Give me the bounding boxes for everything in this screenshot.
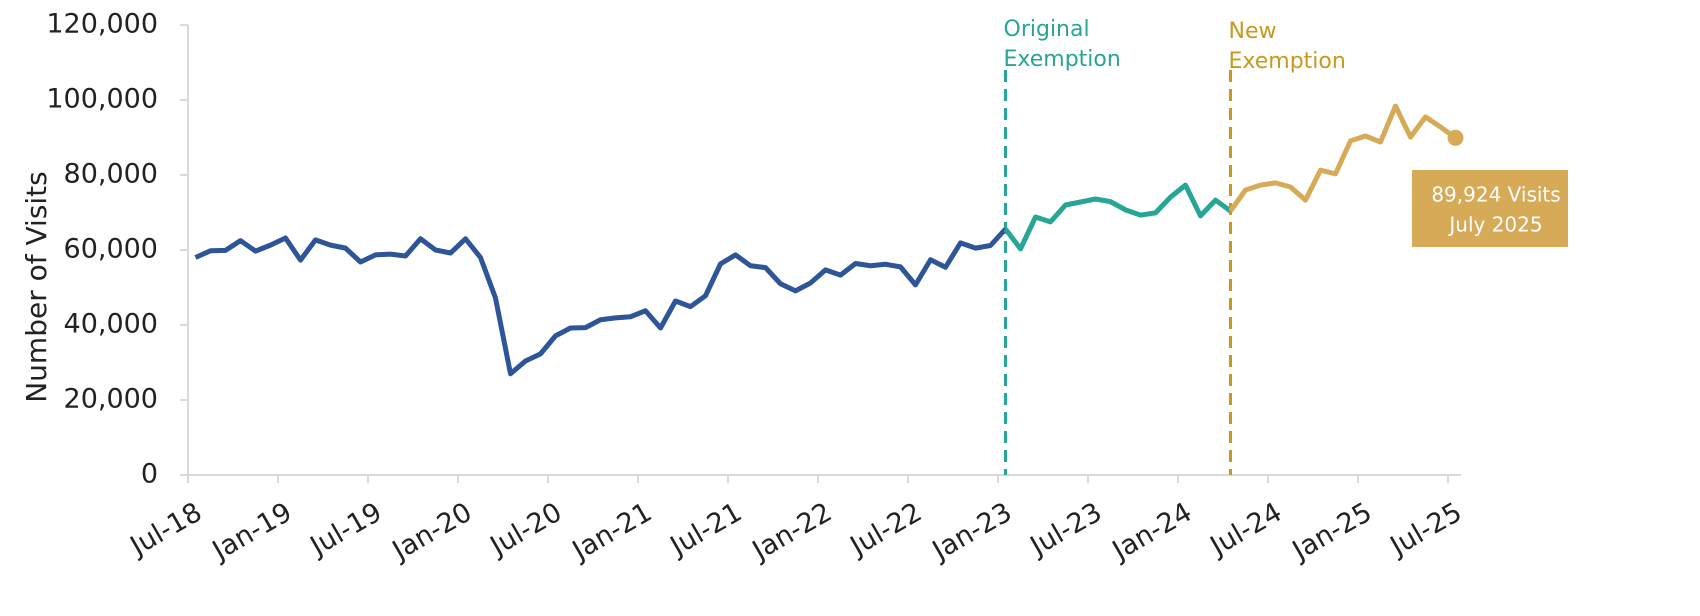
end-point xyxy=(1447,129,1464,146)
y-tick-label: 0 xyxy=(141,459,158,490)
x-tick-label: Jul-19 xyxy=(304,497,388,563)
series-line xyxy=(1003,182,1232,252)
annotation-text: Exemption xyxy=(1004,47,1121,72)
y-axis-title: Number of Visits xyxy=(20,171,53,403)
x-tick-label: Jul-24 xyxy=(1204,497,1288,563)
x-tick-label: Jul-18 xyxy=(124,497,208,563)
x-tick-label: Jul-20 xyxy=(484,497,568,563)
x-tick-label: Jul-23 xyxy=(1024,497,1108,563)
x-tick-label: Jul-21 xyxy=(664,497,748,563)
x-tick-label: Jan-25 xyxy=(1286,497,1377,568)
y-tick-label: 120,000 xyxy=(46,9,158,40)
callout-text: 89,924 Visits xyxy=(1431,183,1560,207)
y-tick-label: 60,000 xyxy=(64,234,158,265)
y-tick-label: 20,000 xyxy=(64,384,158,415)
callout-box xyxy=(1412,170,1568,247)
series-line xyxy=(1228,103,1457,213)
series-line xyxy=(194,227,1008,377)
x-tick-label: Jan-21 xyxy=(566,497,657,568)
x-tick-label: Jul-22 xyxy=(844,497,928,563)
x-tick-label: Jan-24 xyxy=(1106,497,1197,568)
x-tick-label: Jul-25 xyxy=(1384,497,1468,563)
x-tick-label: Jan-23 xyxy=(926,497,1017,568)
x-tick-label: Jan-20 xyxy=(386,497,477,568)
y-tick-label: 100,000 xyxy=(46,84,158,115)
x-tick-label: Jan-22 xyxy=(746,497,837,568)
y-tick-label: 80,000 xyxy=(64,159,158,190)
annotation-text: Original xyxy=(1004,17,1090,42)
x-tick-label: Jan-19 xyxy=(206,497,297,568)
y-tick-label: 40,000 xyxy=(64,309,158,340)
annotation-text: Exemption xyxy=(1229,49,1346,74)
callout-text: July 2025 xyxy=(1447,213,1542,237)
annotation-text: New xyxy=(1229,19,1277,44)
